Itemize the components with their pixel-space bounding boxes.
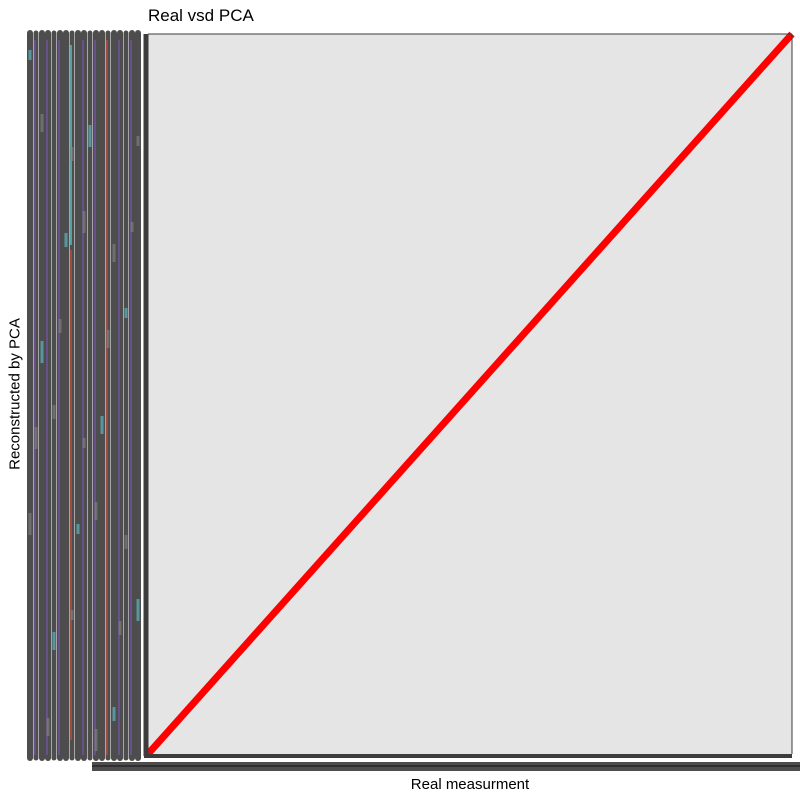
y-tick-label-glyph bbox=[136, 136, 140, 146]
x-tick-labels-overplotted bbox=[92, 762, 800, 771]
y-tick-label-glyph bbox=[34, 427, 38, 449]
y-axis-title: Reconstructed by PCA bbox=[6, 318, 24, 470]
axis-frame bbox=[143, 33, 793, 758]
y-tick-label-glyph bbox=[70, 610, 74, 620]
y-tick-label-glyph bbox=[70, 147, 74, 161]
y-tick-label-glyph bbox=[94, 729, 98, 751]
y-tick-label-glyph bbox=[52, 405, 56, 419]
y-tick-label-glyph bbox=[100, 416, 104, 434]
y-tick-label-glyph bbox=[64, 233, 68, 247]
y-tick-label-glyph bbox=[82, 211, 86, 233]
y-tick-label-glyph bbox=[76, 524, 80, 534]
y-tick-label-glyph bbox=[58, 319, 62, 333]
y-tick-label-glyph bbox=[28, 50, 32, 60]
y-tick-label-glyph bbox=[106, 330, 110, 348]
y-tick-label-glyph bbox=[82, 438, 86, 448]
y-tick-label-glyph bbox=[88, 125, 92, 147]
y-tick-label-glyph bbox=[124, 308, 128, 318]
series-layer bbox=[145, 31, 795, 757]
y-tick-label-glyph bbox=[112, 244, 116, 262]
chart-title: Real vsd PCA bbox=[148, 6, 254, 25]
y-tick-label-glyph bbox=[124, 535, 128, 549]
y-tick-label-glyph bbox=[136, 599, 140, 621]
series-line bbox=[145, 31, 795, 757]
x-axis-title: Real measurment bbox=[410, 776, 530, 793]
y-tick-label-glyph bbox=[40, 114, 44, 132]
y-tick-label-glyph bbox=[46, 718, 50, 736]
y-tick-label-glyph bbox=[52, 632, 56, 650]
y-tick-labels-overplotted bbox=[27, 30, 141, 761]
y-tick-label-glyph bbox=[112, 707, 116, 721]
y-tick-label-glyph bbox=[118, 621, 122, 635]
y-tick-label-glyph bbox=[40, 341, 44, 363]
y-tick-label-glyph bbox=[130, 222, 134, 232]
y-tick-label-glyph bbox=[94, 502, 98, 520]
y-tick-label-glyph bbox=[28, 513, 32, 535]
